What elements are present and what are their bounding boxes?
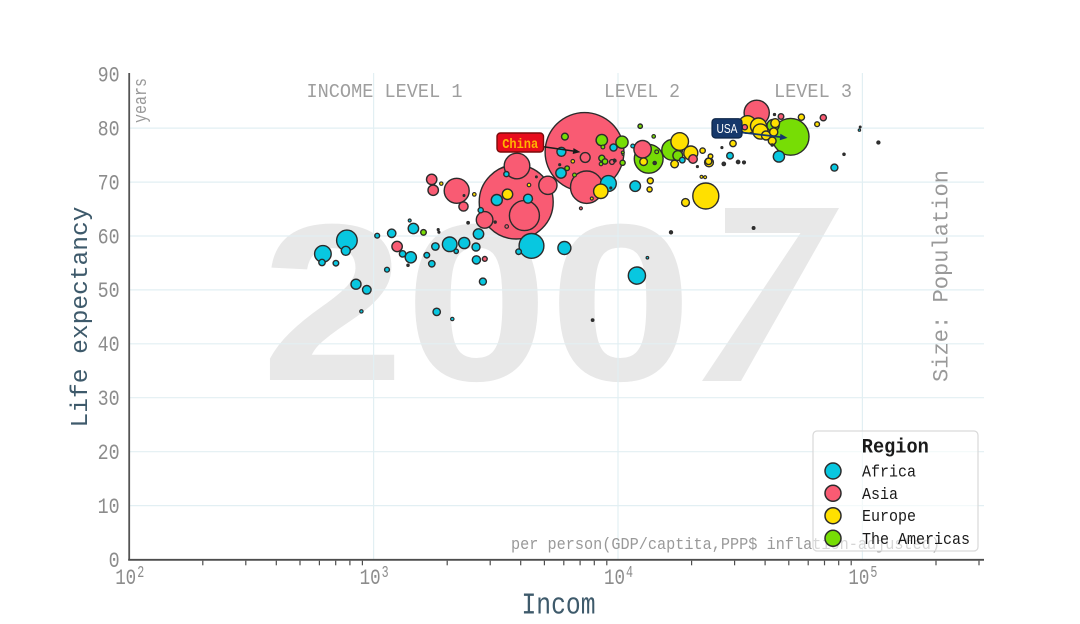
svg-text:10: 10 <box>848 565 869 591</box>
svg-text:The Americas: The Americas <box>862 531 970 550</box>
svg-text:80: 80 <box>98 116 120 142</box>
svg-text:90: 90 <box>98 63 120 89</box>
svg-text:INCOME LEVEL 1: INCOME LEVEL 1 <box>307 81 463 103</box>
svg-text:10: 10 <box>98 494 120 520</box>
svg-text:20: 20 <box>98 440 120 466</box>
svg-text:30: 30 <box>98 386 120 412</box>
svg-text:3: 3 <box>382 563 389 582</box>
svg-text:Life expectancy: Life expectancy <box>68 207 95 428</box>
svg-text:70: 70 <box>98 170 120 196</box>
svg-text:Incom: Incom <box>522 589 596 624</box>
svg-text:10: 10 <box>115 565 136 591</box>
svg-text:LEVEL 2: LEVEL 2 <box>604 81 680 103</box>
svg-text:Europe: Europe <box>862 508 916 527</box>
svg-text:USA: USA <box>717 122 739 136</box>
svg-text:0: 0 <box>109 548 120 574</box>
svg-text:Asia: Asia <box>862 486 898 505</box>
svg-text:China: China <box>502 138 538 153</box>
svg-text:10: 10 <box>360 565 381 591</box>
svg-text:Africa: Africa <box>862 464 916 483</box>
svg-text:4: 4 <box>626 563 633 582</box>
svg-text:Size: Population: Size: Population <box>930 170 955 382</box>
svg-text:LEVEL 3: LEVEL 3 <box>774 81 852 103</box>
svg-text:Region: Region <box>862 437 929 460</box>
svg-text:50: 50 <box>98 278 120 304</box>
svg-text:40: 40 <box>98 332 120 358</box>
svg-text:10: 10 <box>604 565 625 591</box>
svg-text:2: 2 <box>137 563 144 582</box>
svg-text:5: 5 <box>870 563 877 582</box>
svg-text:60: 60 <box>98 224 120 250</box>
svg-text:years: years <box>132 78 152 123</box>
